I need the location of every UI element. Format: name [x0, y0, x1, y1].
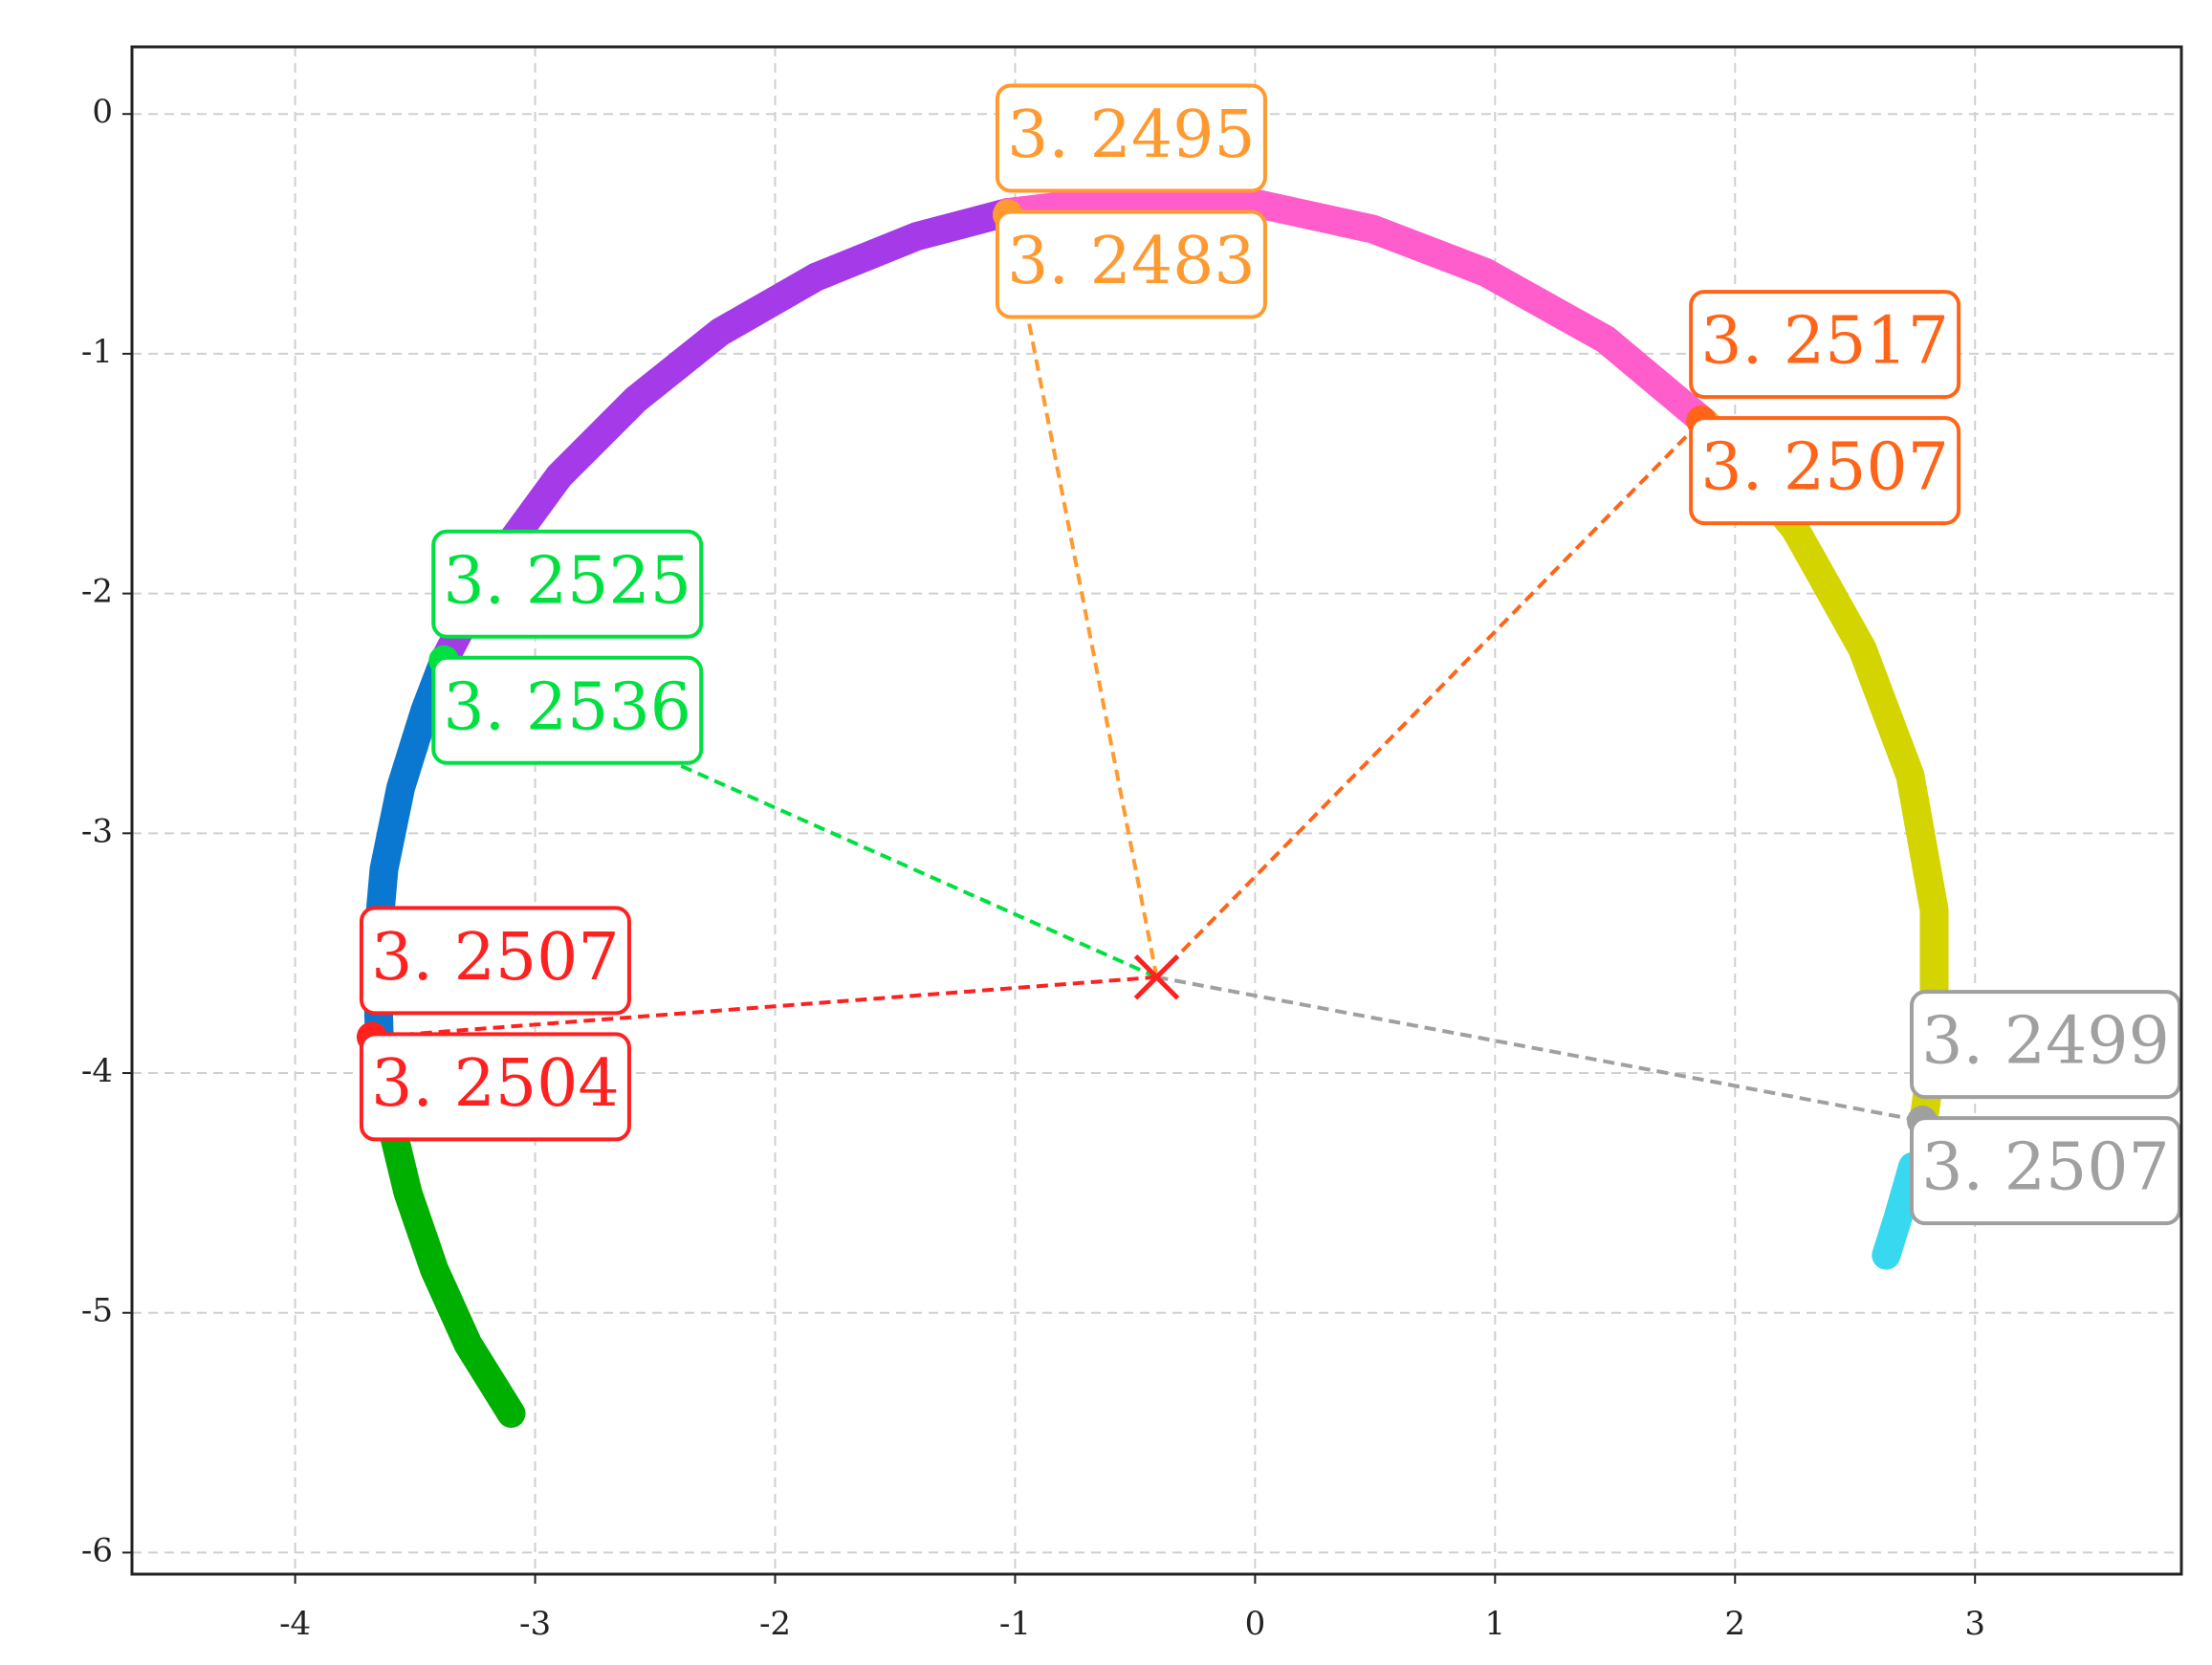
radius-line: [443, 658, 1158, 979]
x-tick-label: 2: [1724, 1605, 1745, 1643]
y-tick-label: -1: [81, 333, 113, 371]
label-box: [359, 1032, 631, 1142]
label-box: [995, 209, 1267, 319]
y-tick-label: -3: [81, 812, 113, 850]
label-box: [1689, 290, 1961, 400]
x-tick-label: -3: [519, 1605, 551, 1643]
label-box: [431, 655, 704, 765]
y-tick-label: 0: [92, 93, 113, 131]
arc-series: [993, 183, 1723, 441]
y-tick-label: -6: [81, 1531, 113, 1569]
label-box: [359, 906, 631, 1016]
x-tick-label: 0: [1245, 1605, 1266, 1643]
distance-label: 3. 2507: [1921, 1130, 2170, 1206]
distance-label: 3. 2517: [1700, 304, 1949, 380]
label-box: [431, 529, 704, 639]
distance-label: 3. 2507: [1700, 430, 1949, 506]
x-tick-label: -4: [279, 1605, 311, 1643]
y-tick-label: -4: [81, 1052, 113, 1090]
distance-label: 3. 2499: [1921, 1004, 2170, 1080]
distance-label: 3. 2507: [371, 920, 620, 996]
arc-series: [374, 1099, 526, 1428]
y-tick-label: -5: [81, 1292, 113, 1330]
distance-label: 3. 2483: [1007, 224, 1256, 299]
radius-line: [1155, 419, 1703, 979]
distance-label: 3. 2495: [1007, 98, 1256, 173]
x-tick-label: 1: [1485, 1605, 1506, 1643]
x-tick-label: 3: [1964, 1605, 1985, 1643]
center-stroke: [1133, 953, 1180, 1000]
label-box: [1689, 416, 1961, 526]
x-tick-label: -2: [759, 1605, 791, 1643]
radius-line: [1156, 975, 1923, 1124]
distance-label: 3. 2536: [443, 669, 691, 745]
label-box: [1909, 1116, 2181, 1226]
x-tick-label: -1: [999, 1605, 1031, 1643]
arc-series: [1872, 1151, 1927, 1270]
radius-line: [371, 975, 1157, 1040]
center-marker: [1133, 953, 1180, 1000]
distance-label: 3. 2525: [443, 543, 691, 619]
y-tick-label: -2: [81, 573, 113, 611]
label-box: [1909, 990, 2181, 1100]
label-box: [995, 83, 1267, 193]
plot-frame: [130, 45, 2183, 1576]
distance-label: 3. 2504: [371, 1046, 620, 1122]
radius-line: [1005, 214, 1159, 978]
